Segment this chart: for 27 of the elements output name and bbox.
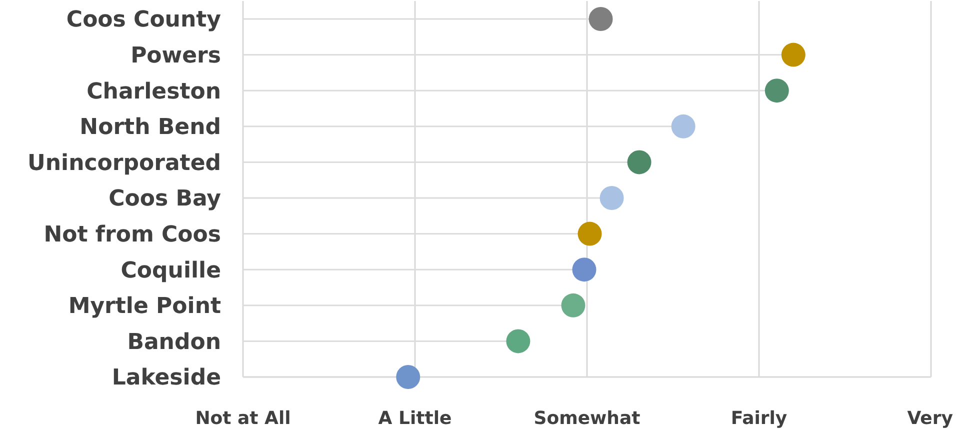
point xyxy=(396,365,420,389)
text: Very xyxy=(907,408,954,429)
y-tick-label: Myrtle Point xyxy=(68,294,222,320)
point xyxy=(764,78,789,103)
y-tick-label: Coquille xyxy=(120,258,221,284)
text: Fairly xyxy=(730,408,788,429)
y-tick-label: Coos County xyxy=(66,8,221,33)
y-tick-label: Coos Bay xyxy=(108,186,221,212)
y-tick-label: Unincorporated xyxy=(28,150,221,176)
y-tick-label: Powers xyxy=(130,44,221,68)
point xyxy=(600,186,624,210)
text: Somewhat xyxy=(534,408,641,429)
point xyxy=(561,293,586,318)
point xyxy=(578,222,602,246)
y-tick-label: Charleston xyxy=(86,79,221,104)
point xyxy=(506,329,530,354)
y-tick-label: North Bend xyxy=(80,115,221,140)
point xyxy=(781,42,806,67)
text: Not at All xyxy=(195,408,291,429)
text: A Little xyxy=(378,408,452,429)
y-tick-label: Bandon xyxy=(127,330,221,355)
point xyxy=(588,7,613,31)
point xyxy=(671,114,696,138)
y-tick-label: Lakeside xyxy=(112,366,221,391)
point xyxy=(572,258,596,282)
y-tick-label: Not from Coos xyxy=(44,222,221,248)
point xyxy=(627,150,652,174)
